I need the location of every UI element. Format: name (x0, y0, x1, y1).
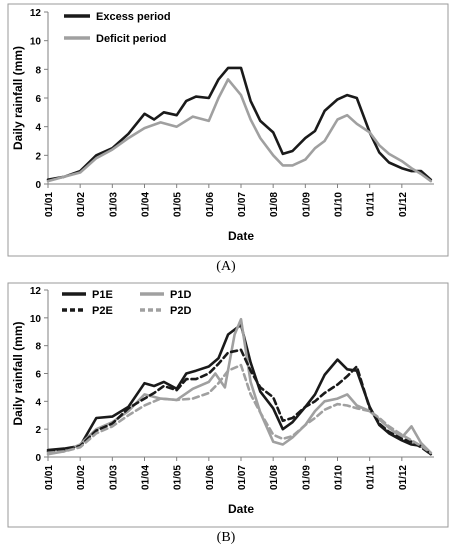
x-tick-label: 01/06 (205, 465, 216, 490)
x-tick-label: 01/09 (301, 465, 312, 490)
x-tick-label: 01/07 (237, 192, 248, 217)
legend-label: Excess period (96, 11, 171, 23)
x-tick-label: 01/08 (269, 192, 280, 217)
panel-frame (7, 3, 449, 257)
y-tick-label: 2 (35, 425, 41, 436)
x-axis-title: Date (228, 229, 254, 243)
x-tick-label: 01/04 (141, 465, 152, 490)
panel-frame (7, 282, 449, 528)
y-tick-label: 8 (35, 65, 41, 76)
y-tick-label: 4 (35, 397, 41, 408)
panel-label: (A) (216, 259, 236, 274)
y-tick-label: 6 (35, 94, 41, 105)
chart-panel-a: 0 2 4 6 8 10 12 01/01 01/02 01/03 01/04 01/05 01/06 0… (7, 3, 449, 274)
legend-label: P1E (92, 289, 113, 301)
x-tick-label: 01/02 (76, 192, 87, 217)
x-tick-label: 01/03 (108, 192, 119, 217)
x-tick-label: 01/07 (237, 465, 248, 490)
y-tick-label: 12 (30, 286, 42, 297)
y-tick-label: 2 (35, 151, 41, 162)
y-tick-label: 10 (30, 314, 42, 325)
y-tick-label: 8 (35, 342, 41, 353)
x-tick-label: 01/12 (398, 465, 409, 490)
y-tick-label: 4 (35, 123, 41, 134)
legend-label: P2E (92, 305, 113, 317)
y-tick-label: 10 (30, 37, 42, 48)
x-tick-label: 01/04 (141, 192, 152, 217)
x-axis-title: Date (228, 502, 254, 516)
legend-label: Deficit period (96, 33, 166, 45)
x-tick-label: 01/01 (44, 465, 55, 490)
x-tick-label: 01/11 (366, 192, 377, 217)
y-tick-label: 0 (35, 180, 41, 191)
x-tick-label: 01/06 (205, 192, 216, 217)
series-line-p2d (46, 363, 433, 455)
x-tick-label: 01/08 (269, 465, 280, 490)
panel-label: (B) (217, 530, 236, 545)
series-line-excess-period (46, 66, 433, 181)
legend-label: P1D (170, 289, 191, 301)
x-tick-label: 01/03 (108, 465, 119, 490)
x-tick-label: 01/11 (366, 465, 377, 490)
x-tick-label: 01/05 (173, 465, 184, 490)
x-tick-label: 01/10 (334, 192, 345, 217)
x-tick-label: 01/01 (44, 192, 55, 217)
x-tick-label: 01/09 (301, 192, 312, 217)
x-tick-label: 01/12 (398, 192, 409, 217)
y-axis-title: Daily rainfall (mm) (11, 46, 25, 150)
y-axis-title: Daily rainfall (mm) (11, 321, 25, 425)
y-tick-label: 12 (30, 8, 42, 19)
y-tick-label: 0 (35, 453, 41, 464)
chart-panel-b: 0 2 4 6 8 10 12 01/01 01/02 01/03 01/04 01/05 01/06 0… (7, 282, 449, 545)
legend-label: P2D (170, 305, 191, 317)
y-tick-label: 6 (35, 370, 41, 381)
x-tick-label: 01/02 (76, 465, 87, 490)
x-tick-label: 01/05 (173, 192, 184, 217)
x-tick-label: 01/10 (334, 465, 345, 490)
series-line-deficit-period (46, 78, 433, 183)
